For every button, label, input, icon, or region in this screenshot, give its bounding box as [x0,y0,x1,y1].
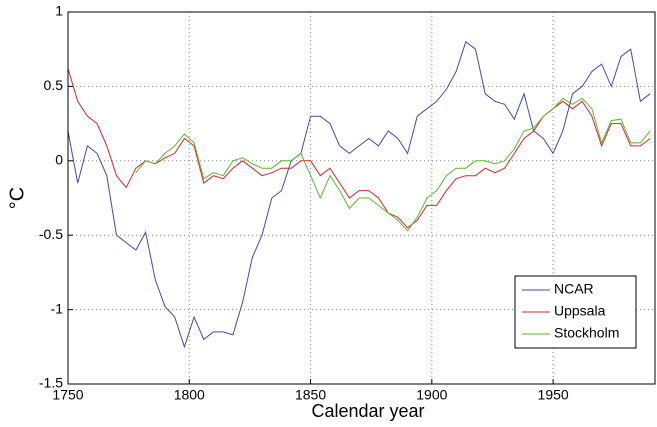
data-line [67,40,651,349]
x-tick-label: 1750 [52,387,83,403]
x-tick-label: 1800 [174,387,205,403]
legend-label: Uppsala [554,303,606,319]
plot-frame [67,11,656,385]
data-line [67,68,651,229]
y-tick-label: 0.5 [44,77,64,93]
y-tick-label: -0.5 [39,226,63,242]
y-tick-label: -1 [51,300,64,316]
legend-label: NCAR [554,281,594,297]
x-tick-label: 1850 [295,387,326,403]
x-tick-label: 1950 [538,387,569,403]
y-tick-label: -1.5 [39,375,63,391]
legend-label: Stockholm [554,325,619,341]
data-line [135,97,651,232]
y-axis-label: °C [6,187,28,209]
x-tick-label: 1900 [416,387,447,403]
y-tick-label: 1 [55,3,63,19]
y-tick-label: 0 [55,152,63,168]
x-axis-label: Calendar year [311,401,424,421]
